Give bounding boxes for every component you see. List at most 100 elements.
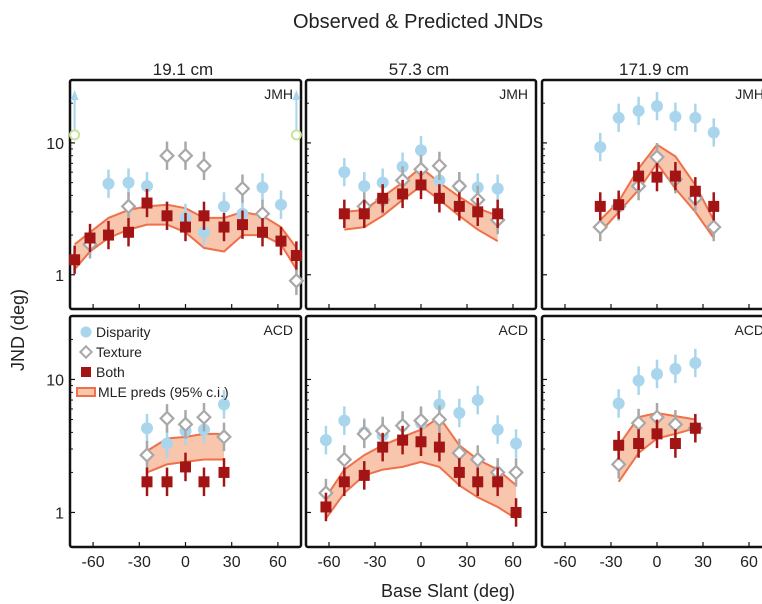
texture-point (667, 416, 684, 433)
texture-point (451, 178, 468, 195)
y-tick-label: 1 (55, 268, 64, 285)
legend-texture-marker (78, 344, 94, 360)
disparity-point (491, 182, 504, 195)
disparity-point (376, 176, 389, 189)
x-tick-label: 30 (223, 554, 241, 571)
both-point (415, 436, 427, 448)
texture-point (508, 464, 524, 481)
both-point (198, 476, 210, 488)
x-tick-label: -60 (553, 554, 576, 571)
both-point (180, 461, 191, 473)
legend-both-label: Both (96, 364, 125, 380)
texture-point (159, 410, 175, 427)
x-tick-label: 0 (417, 554, 426, 571)
disparity-point (197, 226, 210, 239)
both-point (290, 249, 302, 261)
both-point (433, 441, 445, 453)
both-point (338, 208, 350, 220)
both-point (180, 221, 191, 233)
texture-point (139, 447, 155, 464)
both-point (161, 210, 173, 222)
y-tick-label: 10 (46, 372, 64, 389)
both-point (633, 438, 645, 450)
mle-band-lower (325, 460, 517, 520)
x-tick-label: 0 (653, 554, 662, 571)
x-tick-label: 0 (181, 554, 190, 571)
y-tick-label: 1 (55, 505, 64, 522)
y-tick-label: 10 (46, 136, 64, 153)
both-point (141, 197, 153, 209)
panel-acd-3: ACD -60 -30 0 30 60 (540, 314, 762, 571)
both-point (103, 229, 114, 241)
both-point (218, 221, 230, 233)
both-point (218, 466, 230, 478)
offscale-arrow-head (292, 90, 301, 100)
x-tick-label: -60 (317, 554, 340, 571)
x-tick-label: -60 (82, 554, 105, 571)
x-tick-label: -30 (363, 554, 386, 571)
disparity-point (218, 398, 230, 411)
panel-jmh-3: JMH (540, 78, 762, 311)
both-point (510, 506, 522, 518)
texture-point (196, 409, 212, 426)
both-point (141, 476, 153, 488)
texture-point (177, 147, 194, 164)
disparity-point (491, 423, 504, 436)
panel-jmh-2: JMH (304, 78, 538, 311)
legend-disparity-label: Disparity (96, 324, 150, 340)
legend-texture-label: Texture (96, 344, 142, 360)
disparity-point (358, 180, 371, 193)
disparity-point (594, 141, 607, 154)
both-point (433, 192, 445, 204)
texture-point (431, 157, 448, 174)
both-point (689, 185, 701, 197)
legend-mle-label: MLE preds (95% c.i.) (98, 384, 229, 400)
legend-both-marker (81, 367, 91, 377)
disparity-point (161, 437, 174, 450)
disparity-point (338, 414, 351, 427)
panel-subject-label: JMH (264, 86, 293, 102)
both-point (633, 170, 645, 182)
both-point (651, 428, 663, 440)
disparity-point (141, 422, 153, 435)
figure-title: Observed & Predicted JNDs (293, 11, 543, 33)
texture-point (431, 411, 448, 428)
texture-point (288, 272, 305, 289)
texture-point (649, 149, 665, 166)
texture-point (216, 428, 232, 445)
x-tick-label: 30 (694, 554, 712, 571)
texture-point (469, 451, 486, 468)
both-point (377, 441, 389, 453)
column-title-1: 19.1 cm (153, 60, 213, 79)
disparity-point (218, 200, 230, 213)
both-point (492, 476, 504, 488)
both-point (651, 171, 663, 183)
column-title-2: 57.3 cm (389, 60, 449, 79)
both-point (257, 226, 268, 238)
column-title-3: 171.9 cm (619, 60, 689, 79)
legend: Disparity Texture Both MLE preds (95% c.… (76, 324, 229, 400)
texture-point (705, 219, 722, 235)
both-point (338, 476, 350, 488)
both-point (358, 469, 370, 481)
both-point (84, 232, 96, 244)
texture-point (610, 456, 627, 473)
texture-point (649, 409, 665, 426)
both-point (472, 476, 484, 488)
both-point (236, 219, 248, 231)
x-tick-label: 30 (458, 554, 476, 571)
texture-point (177, 416, 194, 433)
both-point (358, 208, 370, 220)
panel-subject-label: JMH (499, 86, 528, 102)
texture-point (374, 423, 391, 439)
both-point (613, 199, 625, 211)
both-point (669, 170, 681, 182)
both-point (275, 235, 287, 247)
panel-acd-2: ACD -60 -30 0 30 60 (304, 314, 538, 571)
both-point (123, 226, 135, 238)
both-point (415, 179, 427, 191)
disparity-point (689, 356, 702, 369)
panel-frame (540, 78, 762, 311)
disparity-point (319, 434, 332, 447)
offscale-point (69, 129, 81, 141)
